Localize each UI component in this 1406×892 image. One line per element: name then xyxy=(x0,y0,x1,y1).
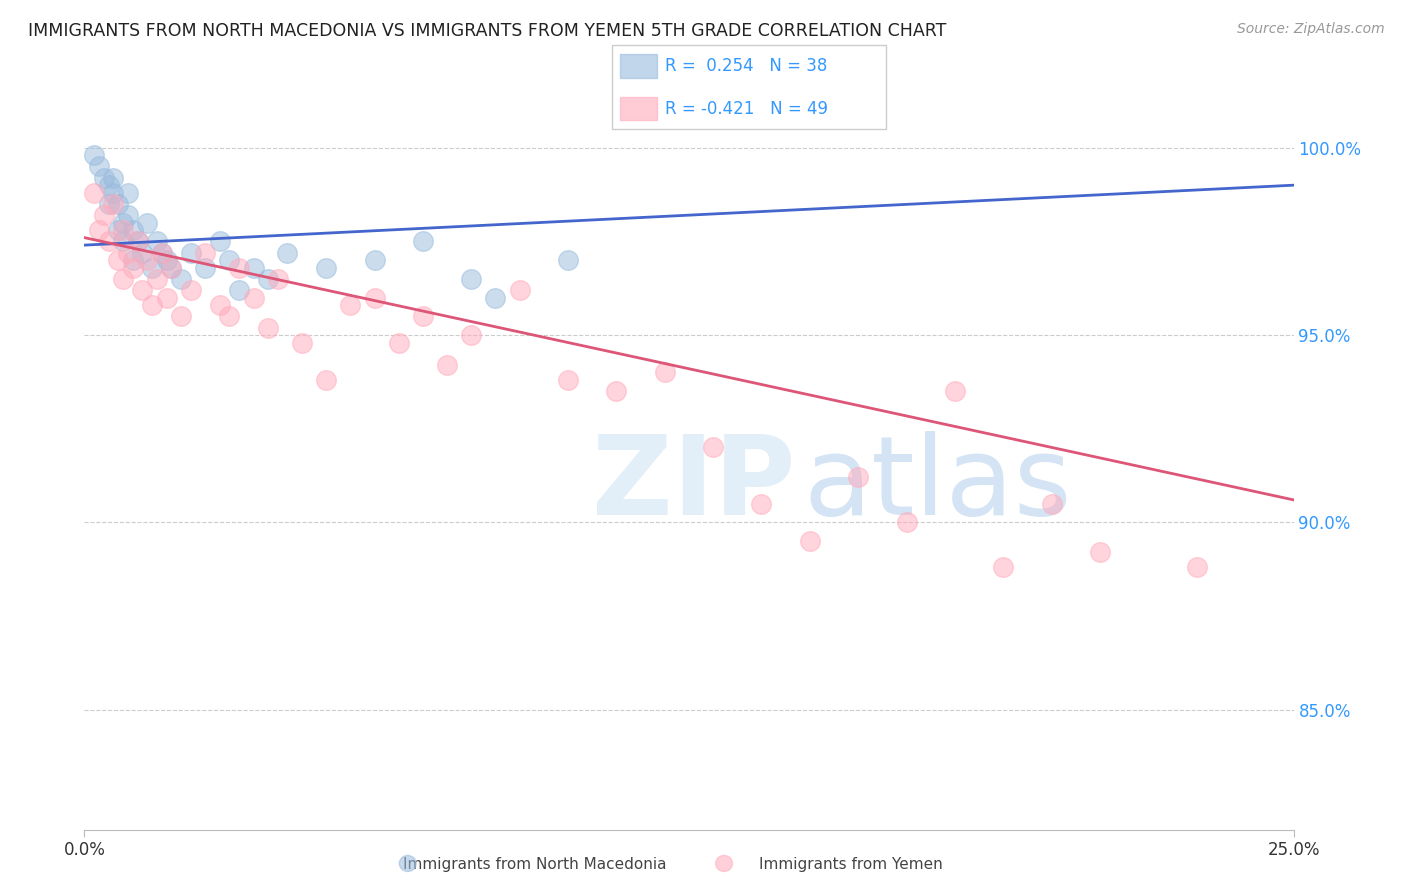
Point xyxy=(339,298,361,312)
Point xyxy=(484,291,506,305)
Point xyxy=(83,186,105,200)
Point xyxy=(150,245,173,260)
Point xyxy=(107,253,129,268)
Point xyxy=(388,335,411,350)
Point xyxy=(131,245,153,260)
Point xyxy=(97,235,120,249)
Point xyxy=(208,235,231,249)
Point xyxy=(799,534,821,549)
Point xyxy=(141,298,163,312)
Point xyxy=(218,310,240,324)
Point xyxy=(87,223,110,237)
Point xyxy=(242,291,264,305)
Point xyxy=(460,328,482,343)
Text: R = -0.421   N = 49: R = -0.421 N = 49 xyxy=(665,100,828,118)
Point xyxy=(460,272,482,286)
Text: Immigrants from North Macedonia: Immigrants from North Macedonia xyxy=(402,857,666,872)
Point xyxy=(170,272,193,286)
Point xyxy=(107,197,129,211)
Point xyxy=(117,245,139,260)
Point xyxy=(194,260,217,275)
Point xyxy=(242,260,264,275)
Point xyxy=(107,223,129,237)
Point xyxy=(993,560,1015,574)
Point xyxy=(509,283,531,297)
Point xyxy=(218,253,240,268)
Point xyxy=(112,216,135,230)
Point xyxy=(97,178,120,193)
Point xyxy=(228,260,250,275)
Point xyxy=(315,373,337,387)
Point xyxy=(257,272,280,286)
Point xyxy=(1040,497,1063,511)
Point xyxy=(136,253,159,268)
Point xyxy=(155,253,177,268)
Point xyxy=(131,283,153,297)
Text: Immigrants from Yemen: Immigrants from Yemen xyxy=(759,857,942,872)
Point xyxy=(557,253,579,268)
Point xyxy=(557,373,579,387)
Point xyxy=(103,186,125,200)
Point xyxy=(846,470,869,484)
Point xyxy=(141,260,163,275)
Point xyxy=(654,366,676,380)
Point xyxy=(103,197,125,211)
Point xyxy=(146,235,169,249)
Point xyxy=(121,253,143,268)
Point xyxy=(291,335,314,350)
Point xyxy=(1185,560,1208,574)
Point xyxy=(180,245,202,260)
Point xyxy=(1088,545,1111,559)
Point xyxy=(160,260,183,275)
Point xyxy=(363,253,385,268)
Point xyxy=(605,384,627,399)
Point xyxy=(112,223,135,237)
Point xyxy=(87,160,110,174)
Point xyxy=(150,245,173,260)
Point xyxy=(257,320,280,334)
Point xyxy=(194,245,217,260)
Point xyxy=(208,298,231,312)
Point xyxy=(751,497,773,511)
Point xyxy=(436,358,458,372)
Text: Source: ZipAtlas.com: Source: ZipAtlas.com xyxy=(1237,22,1385,37)
Point xyxy=(103,170,125,185)
Point xyxy=(127,235,149,249)
Point xyxy=(112,272,135,286)
Point xyxy=(170,310,193,324)
Point xyxy=(117,186,139,200)
Text: R =  0.254   N = 38: R = 0.254 N = 38 xyxy=(665,57,827,75)
Point xyxy=(896,516,918,530)
Point xyxy=(943,384,966,399)
Text: IMMIGRANTS FROM NORTH MACEDONIA VS IMMIGRANTS FROM YEMEN 5TH GRADE CORRELATION C: IMMIGRANTS FROM NORTH MACEDONIA VS IMMIG… xyxy=(28,22,946,40)
Point xyxy=(136,216,159,230)
Text: atlas: atlas xyxy=(804,432,1073,539)
Point xyxy=(117,208,139,222)
Point xyxy=(276,245,298,260)
Point xyxy=(180,283,202,297)
Point xyxy=(702,441,724,455)
Point xyxy=(83,148,105,162)
Text: ZIP: ZIP xyxy=(592,432,796,539)
Point xyxy=(112,235,135,249)
Point xyxy=(93,208,115,222)
Point xyxy=(121,260,143,275)
Point xyxy=(97,197,120,211)
Point xyxy=(155,291,177,305)
Point xyxy=(127,235,149,249)
Point xyxy=(93,170,115,185)
Point xyxy=(146,272,169,286)
Point xyxy=(412,310,434,324)
Point xyxy=(267,272,290,286)
Point xyxy=(412,235,434,249)
Point xyxy=(228,283,250,297)
Point xyxy=(315,260,337,275)
Point xyxy=(160,260,183,275)
Point xyxy=(363,291,385,305)
Point xyxy=(121,223,143,237)
